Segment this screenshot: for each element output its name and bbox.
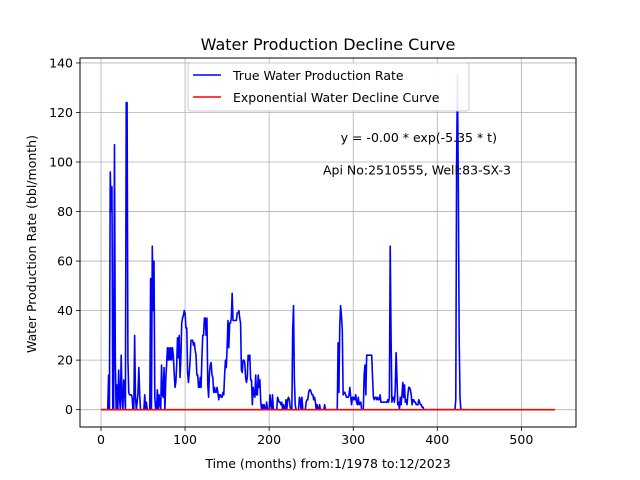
y-tick-label: 20 [57,353,73,368]
annotation-2: Api No:2510555, Well:83-SX-3 [323,162,511,177]
x-tick-label: 100 [173,432,197,447]
x-axis-label: Time (months) from:1/1978 to:12/2023 [204,456,450,471]
plot-frame [79,57,577,428]
y-axis-label: Water Production Rate (bbl/month) [24,135,39,353]
annotations: y = -0.00 * exp(-5.35 * t) Api No:2510555… [323,130,511,177]
series-layer [101,74,555,411]
y-tick-label: 60 [57,254,73,269]
legend-box [187,62,470,112]
legend-label-true-rate: True Water Production Rate [232,68,404,83]
series-line-true-rate [101,74,466,411]
x-tick-label: 200 [257,432,281,447]
x-tick-label: 500 [509,432,533,447]
y-tick-label: 0 [65,402,73,417]
x-tick-label: 300 [341,432,365,447]
y-tick-label: 140 [49,55,73,70]
y-tick-label: 100 [49,155,73,170]
y-tick-label: 120 [49,105,73,120]
x-tick-label: 400 [425,432,449,447]
legend: True Water Production Rate Exponential W… [187,62,470,112]
y-tick-label: 40 [57,303,73,318]
y-tick-label: 80 [57,204,73,219]
plot-background [80,58,576,427]
x-tick-label: 0 [97,432,105,447]
ticks: 0 100 200 300 400 500 0 20 40 60 80 100 120 140 [49,55,533,447]
legend-label-exponential: Exponential Water Decline Curve [233,90,440,105]
annotation-1: y = -0.00 * exp(-5.35 * t) [341,130,497,145]
chart-title: Water Production Decline Curve [201,35,456,54]
